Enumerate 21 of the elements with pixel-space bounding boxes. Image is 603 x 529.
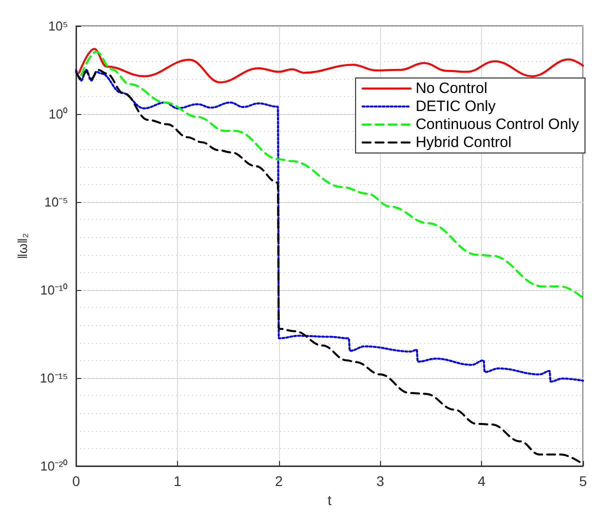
x-tick-label: 4 (478, 473, 486, 489)
legend-label: Hybrid Control (416, 134, 512, 151)
x-tick-label: 2 (274, 473, 283, 489)
y-tick-label: 10⁻⁵ (44, 194, 68, 210)
y-axis-title: ‖ω‖₂ (15, 233, 30, 259)
line-series (80, 50, 584, 300)
legend-label: Continuous Control Only (416, 116, 580, 133)
y-tick-label: 10⁰ (48, 106, 68, 122)
x-tick-label: 3 (376, 473, 384, 489)
x-tick-label: 1 (174, 473, 182, 489)
x-tick-label: 0 (72, 473, 80, 489)
x-axis-title: t (328, 492, 332, 508)
legend-label: DETIC Only (416, 98, 496, 115)
y-tick-label: 10⁻²⁰ (40, 458, 68, 474)
line-series (75, 68, 584, 383)
y-tick-label: 10⁻¹⁵ (40, 370, 68, 386)
line-series (78, 48, 584, 84)
y-tick-label: 10⁵ (48, 18, 68, 34)
x-tick-label: 5 (579, 473, 588, 489)
y-tick-label: 10⁻¹⁰ (40, 282, 68, 298)
legend-label: No Control (416, 80, 488, 97)
